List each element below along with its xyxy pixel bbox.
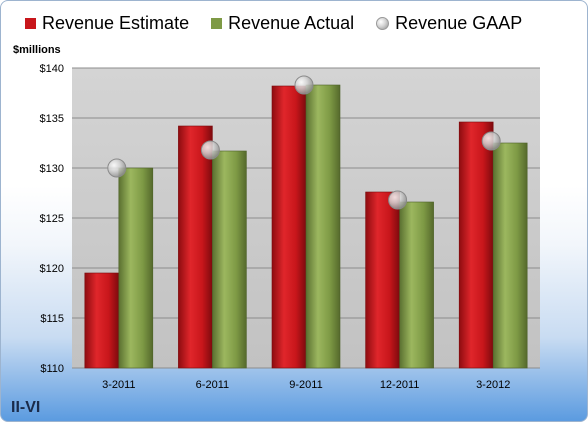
bar-estimate [365, 191, 400, 369]
bar-estimate [271, 85, 307, 369]
x-tick-label: 3-2012 [476, 379, 510, 391]
gaap-markers [107, 75, 501, 210]
legend-marker-gaap [376, 17, 390, 30]
bar-estimate [458, 121, 494, 369]
y-axis-unit-label: $millions [13, 44, 61, 56]
legend-label-actual: Revenue Actual [228, 13, 355, 33]
y-tick-label: $120 [40, 263, 64, 275]
y-tick-label: $110 [40, 363, 64, 375]
legend-item-estimate: Revenue Estimate [25, 13, 189, 34]
gaap-marker [107, 158, 127, 178]
y-axis-ticks: $110 $115 $120 $125 $130 $135 $140 [40, 63, 64, 375]
y-tick-label: $140 [40, 63, 64, 75]
gaap-marker [388, 190, 408, 210]
company-name: II-VI [11, 399, 41, 416]
bars [84, 84, 528, 369]
gaap-marker [200, 140, 220, 160]
x-tick-label: 9-2011 [289, 379, 322, 391]
legend: Revenue Estimate Revenue Actual Revenue … [25, 13, 544, 34]
bar-estimate [178, 125, 213, 369]
x-axis-ticks: 3-2011 6-2011 9-2011 12-2011 3-2012 [102, 379, 510, 391]
bar-actual [305, 84, 341, 369]
x-tick-label: 12-2011 [380, 379, 420, 391]
legend-label-gaap: Revenue GAAP [395, 13, 523, 33]
bar-actual [212, 150, 247, 369]
y-tick-label: $130 [40, 163, 64, 175]
gaap-marker [481, 131, 501, 151]
legend-label-estimate: Revenue Estimate [42, 13, 190, 33]
x-tick-label: 6-2011 [196, 379, 229, 391]
y-tick-label: $135 [40, 113, 64, 125]
legend-item-gaap: Revenue GAAP [376, 13, 522, 34]
legend-item-actual: Revenue Actual [211, 13, 354, 34]
x-tick-label: 3-2011 [102, 379, 135, 391]
y-tick-label: $125 [40, 213, 64, 225]
y-tick-label: $115 [40, 313, 64, 325]
bar-estimate [84, 272, 120, 369]
bar-actual [118, 167, 154, 369]
gaap-marker [294, 75, 314, 95]
legend-swatch-actual [211, 18, 223, 29]
legend-swatch-estimate [25, 18, 36, 29]
bar-actual [492, 142, 528, 369]
bar-actual [399, 201, 434, 369]
